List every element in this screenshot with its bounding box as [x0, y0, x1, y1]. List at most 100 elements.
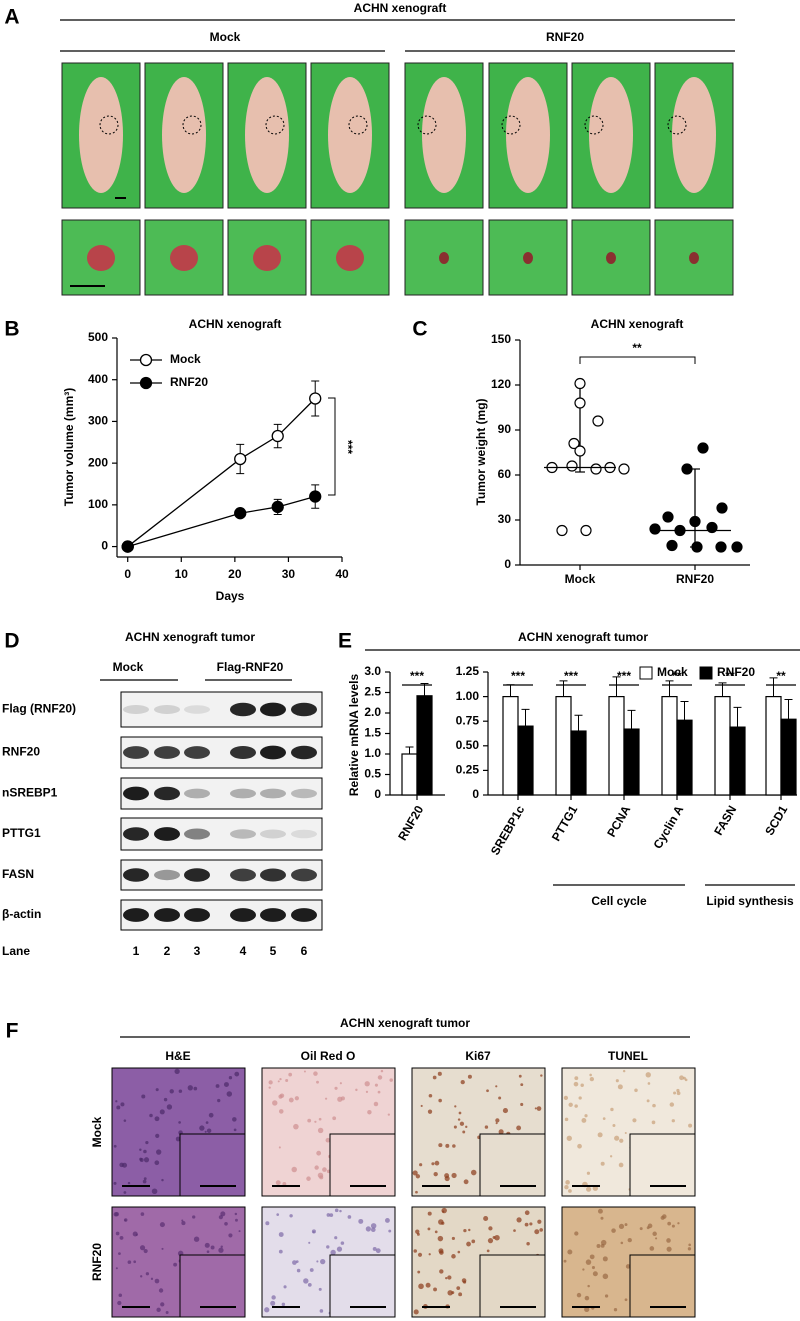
lane-number: 1 [133, 944, 140, 958]
point [691, 541, 703, 553]
cell [524, 1210, 530, 1216]
cell [604, 1294, 609, 1298]
blot-row-label: PTTG1 [2, 826, 41, 840]
cell [568, 1102, 573, 1107]
cell [488, 1226, 493, 1231]
band [184, 868, 210, 882]
cell [233, 1128, 237, 1132]
cell [438, 1143, 443, 1148]
cell [365, 1090, 369, 1094]
cell [655, 1237, 658, 1240]
band [291, 908, 317, 922]
cell [314, 1165, 319, 1170]
cell [486, 1089, 489, 1093]
cell [271, 1295, 276, 1300]
cell [676, 1088, 680, 1093]
cell [574, 1231, 579, 1236]
cell [208, 1112, 214, 1118]
mouse [245, 77, 289, 193]
cell [617, 1084, 623, 1090]
error-bar [559, 680, 568, 697]
cell [564, 1185, 569, 1190]
band [260, 908, 286, 922]
band [123, 786, 149, 801]
group-label: RNF20 [546, 30, 584, 44]
band [154, 869, 180, 881]
column-label: Ki67 [465, 1049, 491, 1063]
y-tick-label: 1.00 [456, 689, 480, 703]
cell [340, 1096, 345, 1101]
cell [462, 1130, 466, 1134]
bar [416, 695, 433, 796]
significance: *** [511, 669, 525, 683]
cell [289, 1214, 293, 1218]
cell [161, 1178, 164, 1182]
cell [600, 1216, 604, 1220]
cell [431, 1162, 435, 1166]
cell [671, 1224, 675, 1228]
cell [618, 1162, 624, 1168]
cell [265, 1221, 270, 1226]
group-label: Cell cycle [591, 894, 647, 908]
point [716, 502, 728, 514]
cell [283, 1285, 287, 1289]
cell [372, 1246, 377, 1251]
tumor [523, 252, 533, 264]
cell [139, 1148, 142, 1151]
cell [319, 1309, 324, 1313]
cell [142, 1179, 147, 1184]
bar [555, 695, 572, 796]
significance: ** [776, 669, 786, 683]
cell [432, 1075, 437, 1080]
error-bar [612, 676, 621, 697]
cell [457, 1118, 461, 1121]
bar [517, 725, 534, 796]
cell [307, 1283, 312, 1287]
y-tick-label: 0.50 [456, 738, 480, 752]
cell [279, 1077, 282, 1081]
cell [204, 1242, 210, 1248]
blot-row-label: FASN [2, 867, 34, 881]
cell [412, 1170, 418, 1176]
bar [401, 753, 418, 796]
cell [149, 1113, 153, 1118]
cell [178, 1089, 183, 1093]
cell [597, 1132, 603, 1138]
row-label: RNF20 [90, 1243, 104, 1281]
cell [438, 1098, 442, 1103]
cell [173, 1262, 178, 1267]
cell [609, 1155, 613, 1158]
cell [602, 1117, 606, 1120]
cell [647, 1223, 653, 1229]
bar [714, 695, 731, 796]
cell [140, 1275, 143, 1278]
panel-label: D [4, 630, 19, 653]
tumor [170, 245, 198, 271]
cell [537, 1219, 542, 1224]
panel-title: ACHN xenograft tumor [340, 1016, 470, 1030]
cell [564, 1117, 569, 1122]
cell [679, 1075, 684, 1081]
cell [317, 1127, 324, 1134]
band [184, 705, 210, 714]
y-tick-label: 0.5 [364, 767, 381, 781]
cell [155, 1088, 159, 1092]
cell [278, 1094, 283, 1099]
point [681, 463, 693, 475]
point [731, 541, 743, 553]
point [590, 463, 602, 475]
cell [610, 1107, 614, 1112]
band [154, 746, 180, 759]
cell [516, 1125, 522, 1131]
lane-number: 5 [270, 944, 277, 958]
cell [143, 1149, 147, 1154]
legend-label: Mock [170, 352, 201, 366]
group-label: Flag-RNF20 [217, 660, 284, 674]
cell [140, 1212, 145, 1216]
cell [347, 1215, 352, 1219]
tumor-site [667, 115, 687, 135]
cell [375, 1248, 381, 1254]
cell [592, 1271, 598, 1277]
y-tick-label: 90 [498, 422, 512, 436]
band [154, 908, 180, 922]
